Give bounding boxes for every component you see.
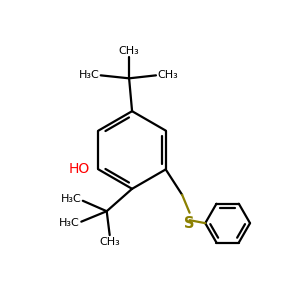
- Text: H₃C: H₃C: [79, 70, 99, 80]
- Text: HO: HO: [68, 162, 89, 176]
- Text: H₃C: H₃C: [61, 194, 81, 204]
- Text: CH₃: CH₃: [99, 237, 120, 247]
- Text: S: S: [184, 216, 195, 231]
- Text: H₃C: H₃C: [59, 218, 80, 228]
- Text: CH₃: CH₃: [158, 70, 178, 80]
- Text: CH₃: CH₃: [119, 46, 140, 56]
